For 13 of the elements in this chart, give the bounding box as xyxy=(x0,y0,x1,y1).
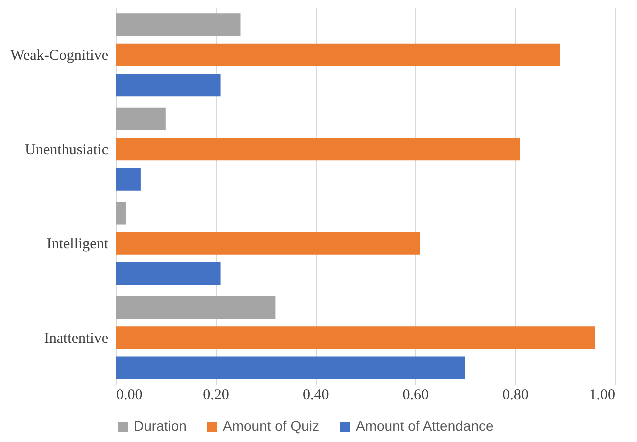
x-tick-label: 0.40 xyxy=(302,388,330,404)
y-tick-label: Weak-Cognitive xyxy=(10,48,109,64)
legend-label: Amount of Quiz xyxy=(223,418,320,434)
x-tick-label: 0.80 xyxy=(502,388,529,404)
x-tick-label: 0.20 xyxy=(203,388,230,404)
x-tick-label: 0.00 xyxy=(116,388,143,404)
legend-label: Duration xyxy=(134,418,187,434)
x-tick-label: 1.00 xyxy=(589,388,616,404)
y-tick-label: Inattentive xyxy=(44,330,109,347)
y-tick-label: Intelligent xyxy=(46,236,110,253)
legend-label: Amount of Attendance xyxy=(356,418,494,434)
x-tick-label: 0.60 xyxy=(402,388,430,404)
y-tick-label: Unenthusiatic xyxy=(25,142,109,158)
